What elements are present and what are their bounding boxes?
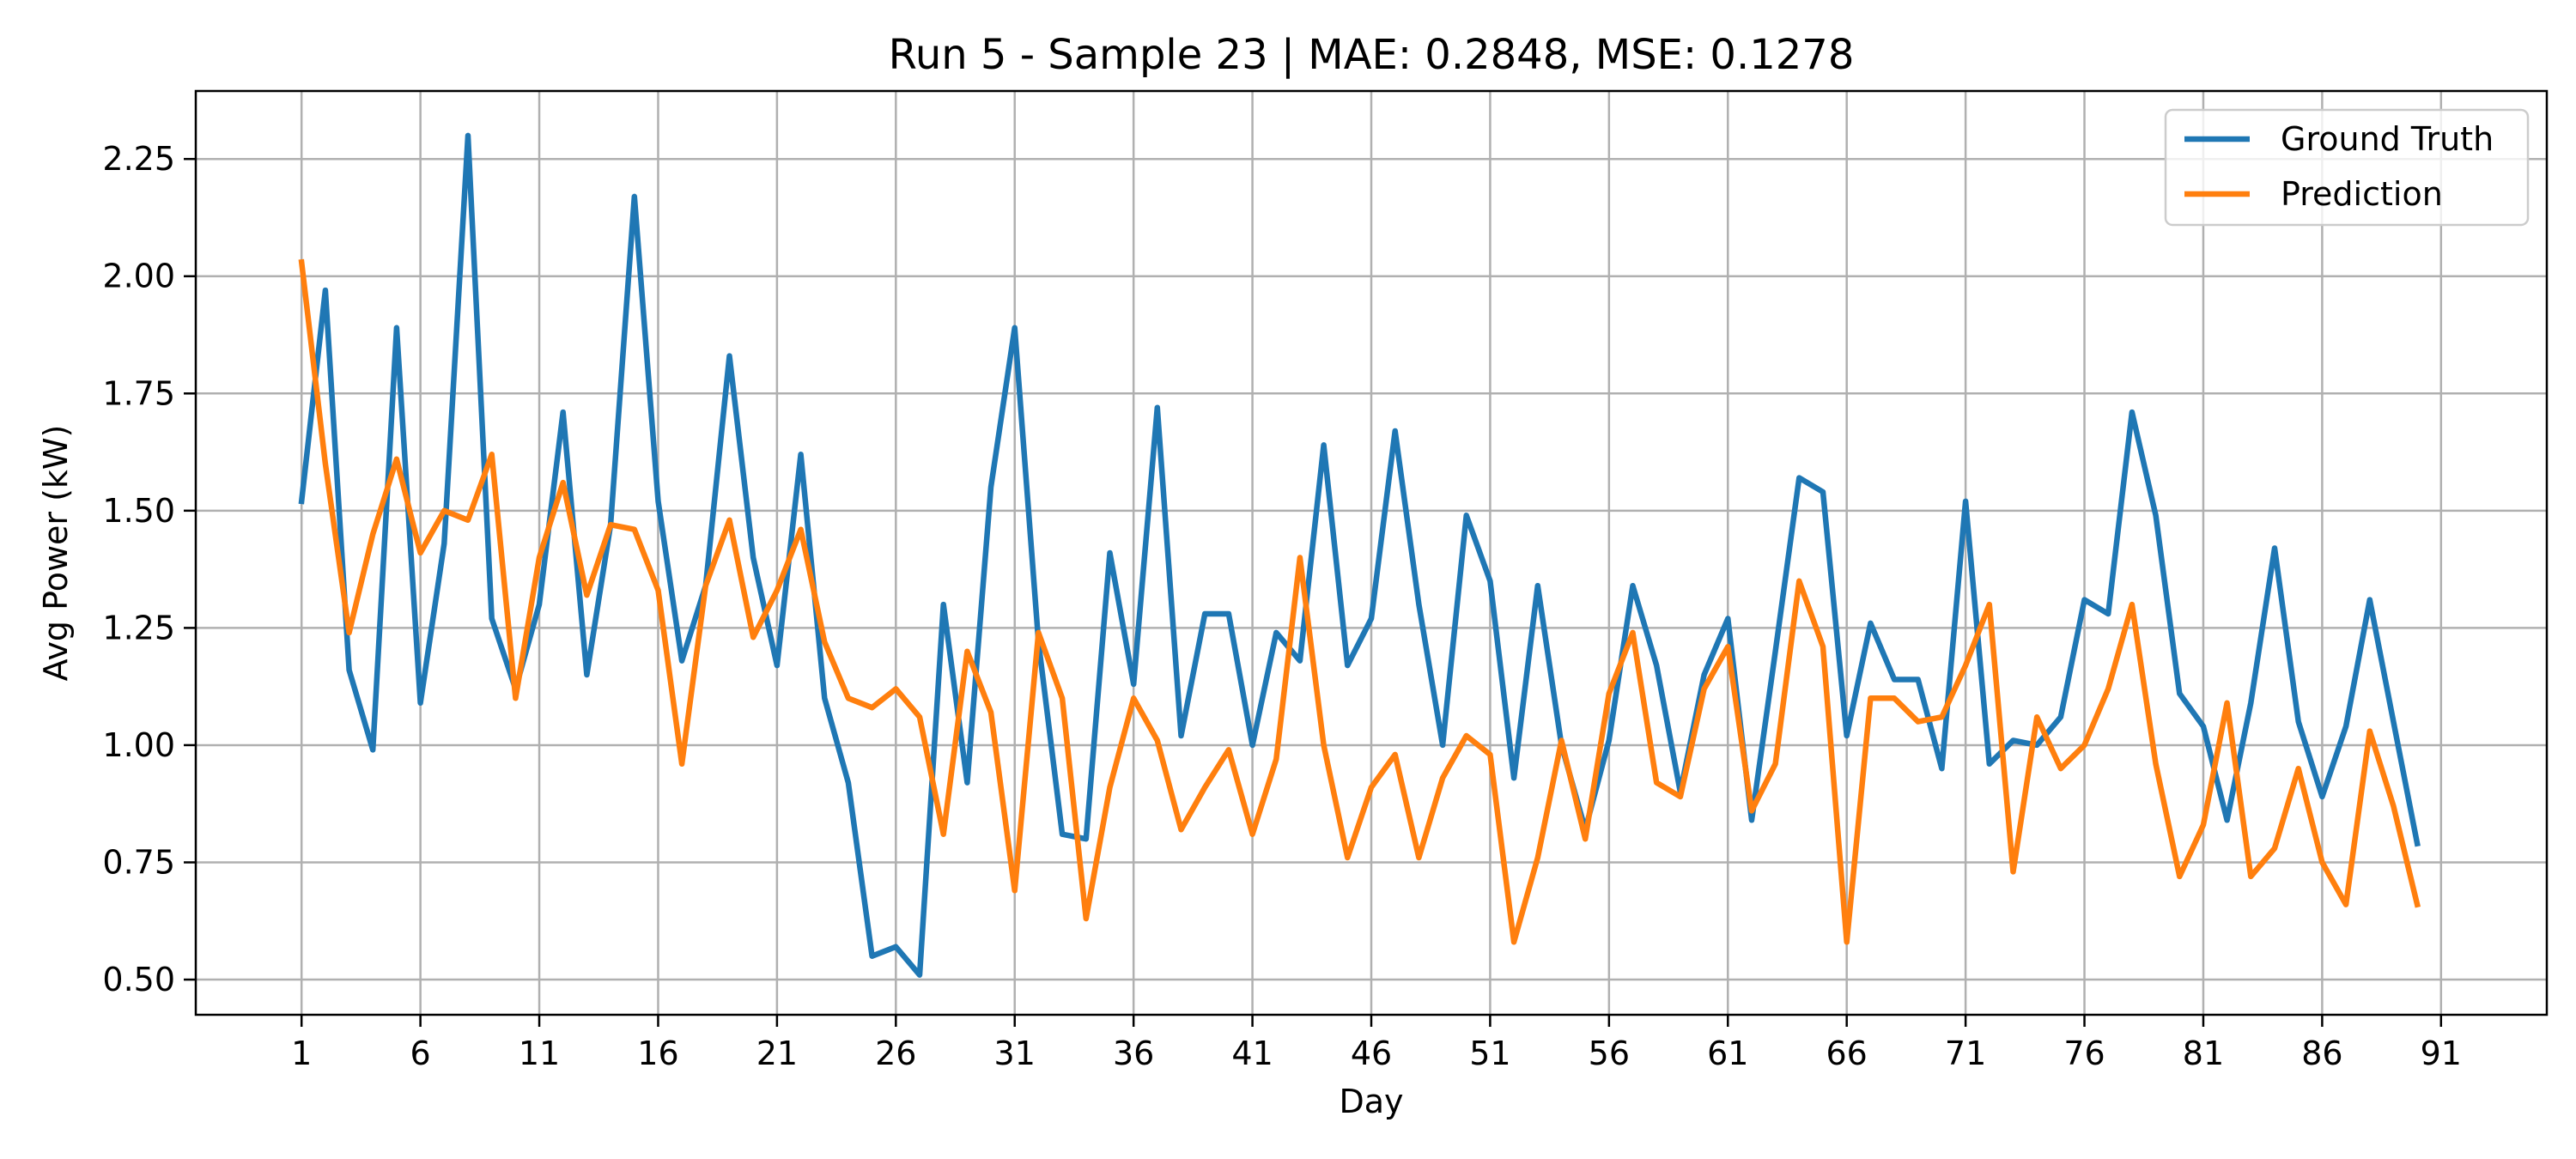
- y-tick-label: 2.25: [102, 140, 175, 178]
- x-axis-ticks: 1 6 11 16 21 26 31 36 41 46 51 56 61 66 71 76 81 86 91: [291, 1015, 2462, 1072]
- chart-title: Run 5 - Sample 23 | MAE: 0.2848, MSE: 0.…: [889, 31, 1855, 79]
- y-tick-label: 1.75: [102, 374, 175, 412]
- legend-label-ground-truth: Ground Truth: [2281, 120, 2494, 158]
- x-tick-label: 16: [637, 1035, 678, 1072]
- x-tick-label: 36: [1113, 1035, 1154, 1072]
- x-tick-label: 1: [291, 1035, 312, 1072]
- legend-box: [2164, 108, 2530, 227]
- y-axis-label: Avg Power (kW): [37, 425, 75, 682]
- x-tick-label: 71: [1945, 1035, 1986, 1072]
- y-tick-label: 1.25: [102, 609, 175, 646]
- x-tick-label: 61: [1707, 1035, 1748, 1072]
- x-tick-label: 66: [1826, 1035, 1868, 1072]
- x-tick-label: 11: [519, 1035, 560, 1072]
- series-line-ground-truth: [298, 132, 2421, 978]
- x-tick-label: 6: [410, 1035, 431, 1072]
- series-line-prediction: [298, 258, 2421, 945]
- x-tick-label: 76: [2063, 1035, 2105, 1072]
- legend-label-prediction: Prediction: [2281, 175, 2443, 213]
- y-axis-ticks: 0.50 0.75 1.00 1.25 1.50 1.75 2.00 2.25: [102, 140, 196, 998]
- x-tick-label: 31: [994, 1035, 1036, 1072]
- x-tick-label: 91: [2421, 1035, 2462, 1072]
- x-tick-label: 81: [2183, 1035, 2224, 1072]
- y-tick-label: 1.50: [102, 492, 175, 530]
- x-tick-label: 26: [875, 1035, 916, 1072]
- x-tick-label: 41: [1231, 1035, 1273, 1072]
- y-tick-label: 1.00: [102, 726, 175, 764]
- x-tick-label: 21: [756, 1035, 798, 1072]
- series-layer: [298, 132, 2421, 978]
- y-tick-label: 2.00: [102, 258, 175, 295]
- x-axis-label: Day: [1339, 1083, 1403, 1120]
- x-tick-label: 51: [1469, 1035, 1510, 1072]
- y-tick-label: 0.50: [102, 961, 175, 998]
- x-tick-label: 86: [2301, 1035, 2342, 1072]
- x-tick-label: 46: [1351, 1035, 1392, 1072]
- x-tick-label: 56: [1589, 1035, 1630, 1072]
- y-tick-label: 0.75: [102, 843, 175, 881]
- legend: Ground Truth Prediction: [2164, 108, 2530, 227]
